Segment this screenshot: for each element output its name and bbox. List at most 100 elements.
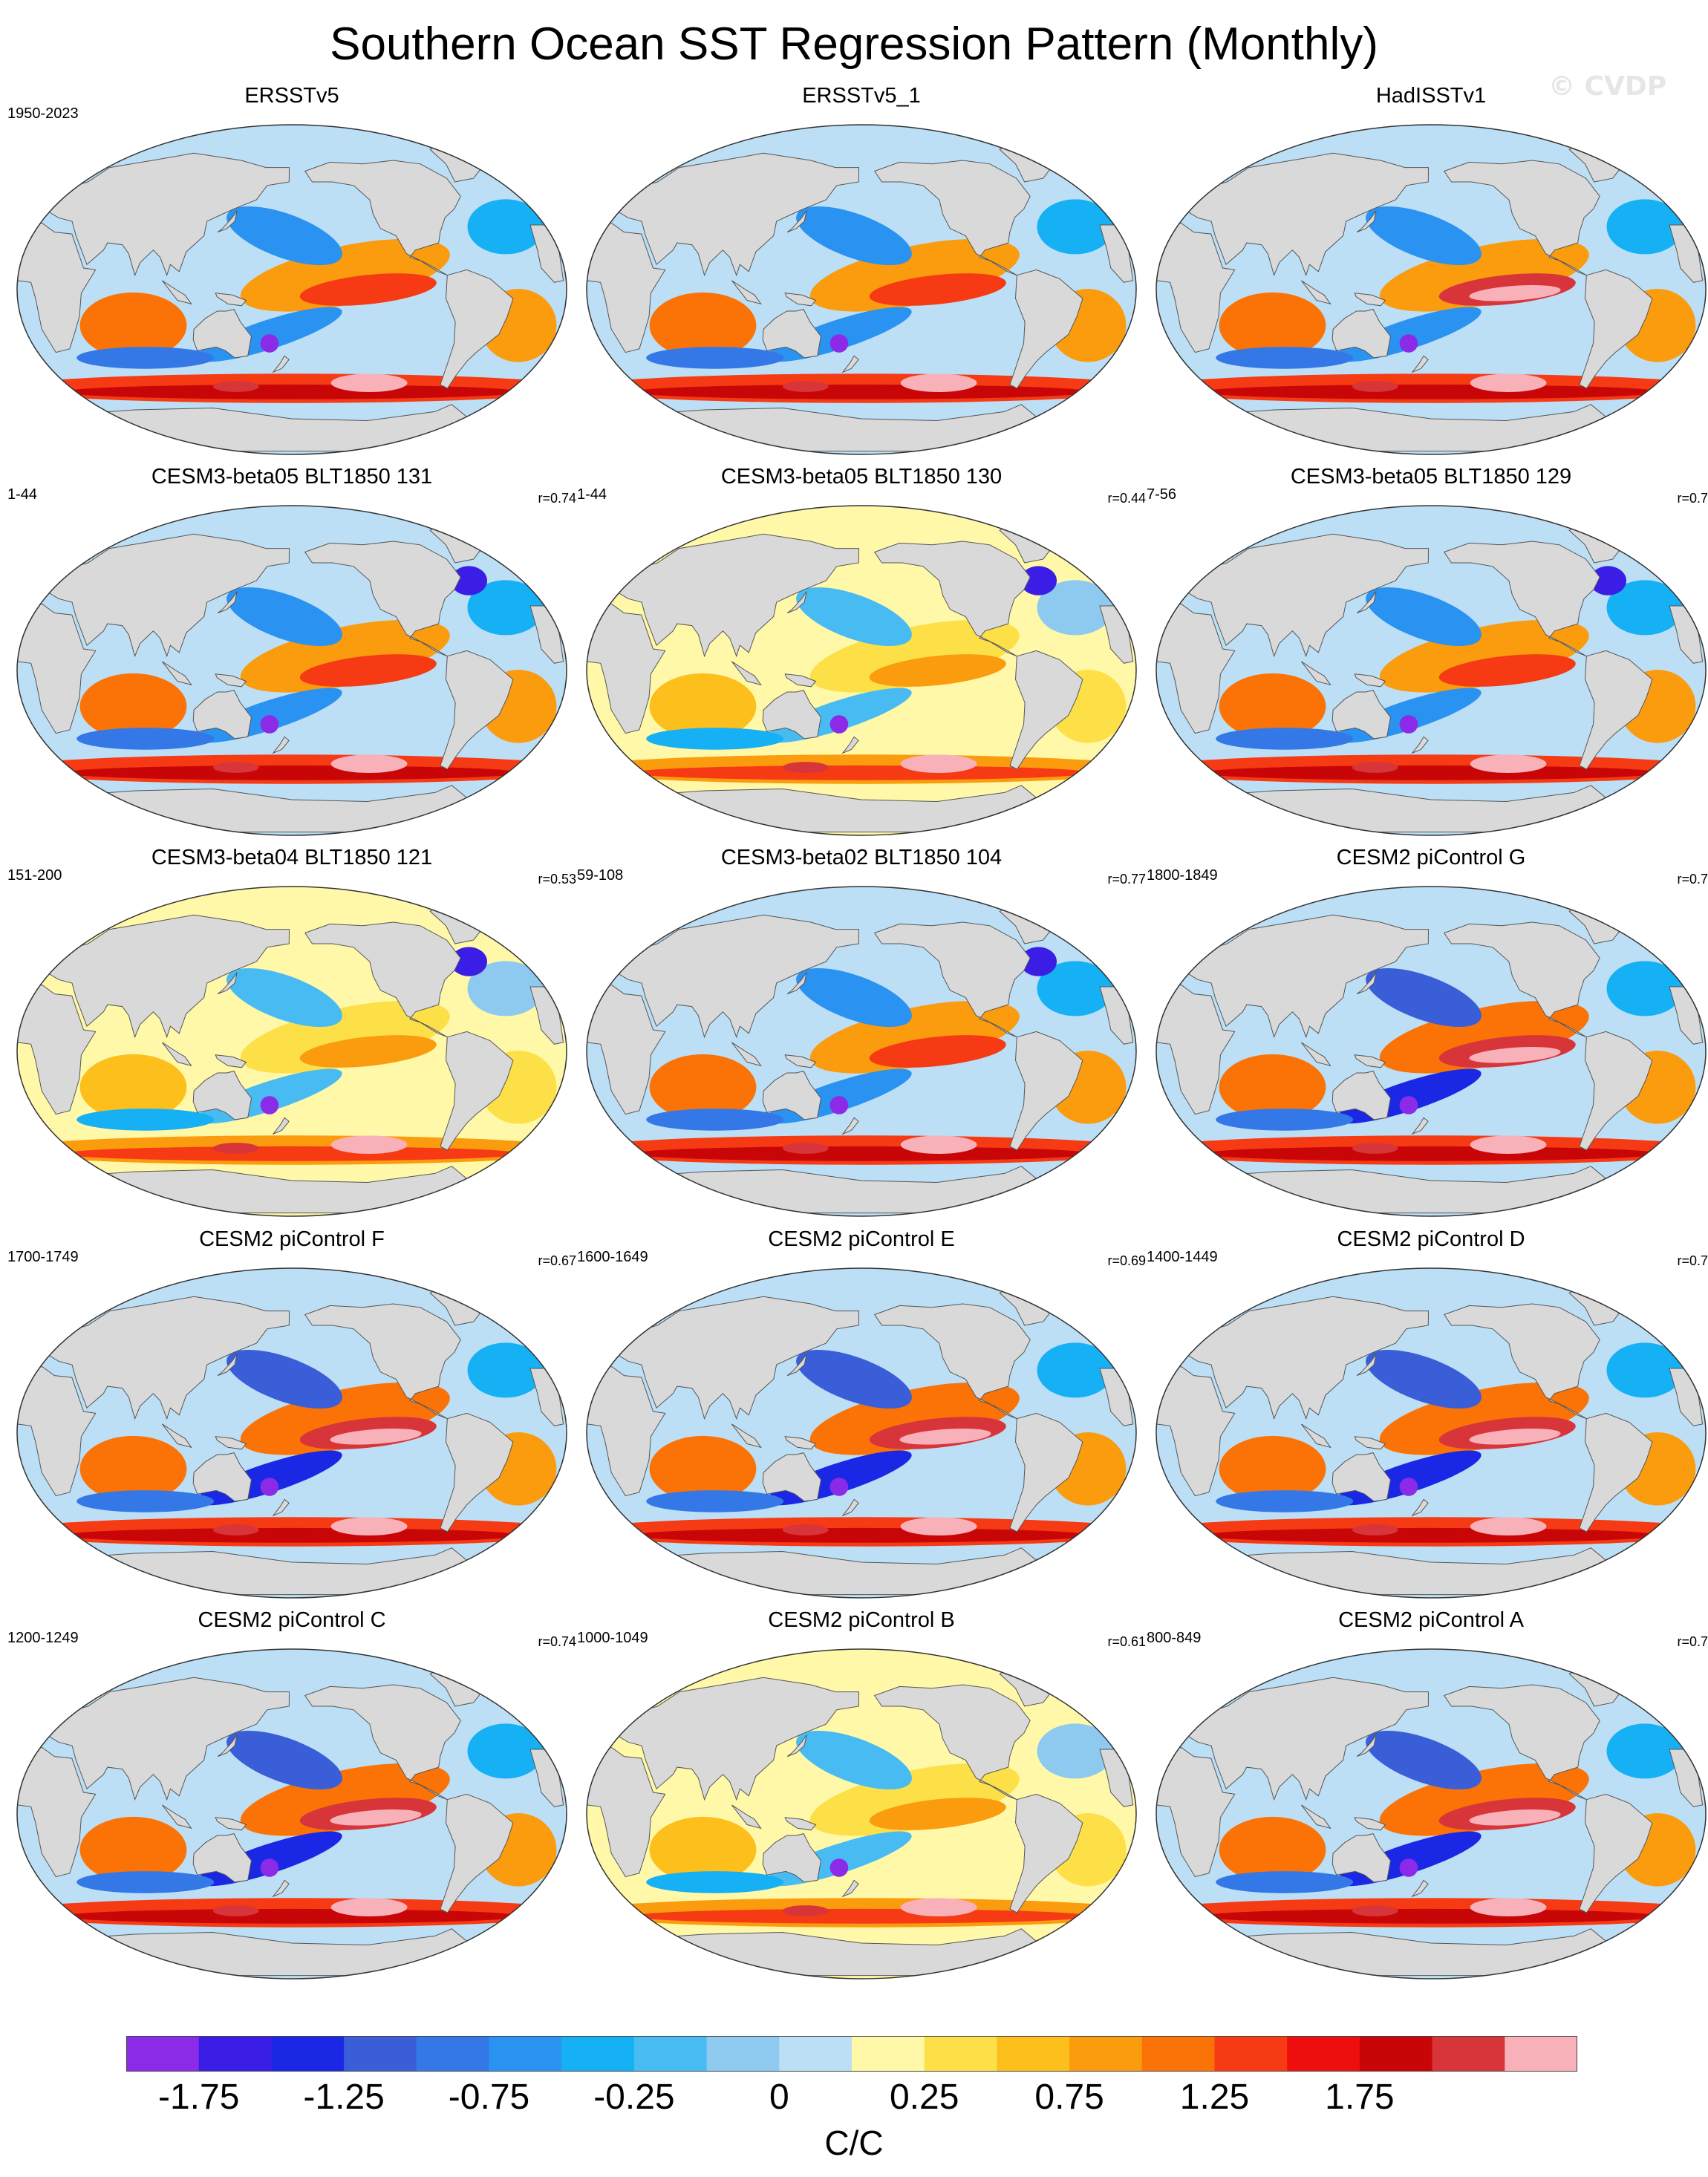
sst-anomaly-region	[829, 1858, 849, 1877]
map-outline	[586, 1648, 1137, 1979]
sst-regression-map	[16, 124, 567, 455]
panel-pattern-correlation: r=0.44	[1107, 491, 1146, 506]
sst-anomaly-region	[1470, 1517, 1547, 1535]
map-outline	[16, 1648, 567, 1979]
sst-anomaly-region	[79, 673, 187, 740]
land-mass	[1170, 533, 1430, 658]
land-mass	[272, 1498, 290, 1517]
colorbar-swatch	[1359, 2036, 1433, 2072]
sst-anomaly-region	[796, 1349, 912, 1409]
sst-anomaly-region	[467, 1723, 544, 1779]
land-mass	[587, 604, 666, 734]
sst-anomaly-region	[1020, 566, 1057, 595]
sst-anomaly-region	[260, 334, 279, 353]
map-outline	[1155, 886, 1707, 1217]
land-mass	[731, 661, 762, 686]
colorbar-tick-label: 1.75	[1325, 2078, 1395, 2117]
map-outline	[586, 124, 1137, 455]
sst-anomaly-region	[1606, 1342, 1683, 1398]
land-mass	[784, 1817, 817, 1831]
colorbar-swatch	[271, 2036, 345, 2072]
sst-anomaly-region	[226, 1349, 342, 1409]
map-outline	[1155, 1267, 1707, 1599]
sst-anomaly-region	[1589, 566, 1626, 595]
sst-anomaly-region	[1366, 1730, 1482, 1790]
colorbar-swatch	[1141, 2036, 1215, 2072]
colorbar-swatch	[1432, 2036, 1505, 2072]
panel-years: 1400-1449	[1147, 1249, 1218, 1265]
land-mass	[1009, 650, 1083, 770]
land-mass	[1156, 985, 1236, 1115]
land-mass	[731, 280, 762, 305]
map-outline	[1155, 1648, 1707, 1979]
land-mass	[1009, 1793, 1083, 1913]
sst-anomaly-region	[1037, 199, 1114, 255]
map-panel: ERSSTv5_1	[577, 83, 1146, 462]
land-mass	[192, 1452, 252, 1502]
sst-anomaly-region	[1352, 381, 1398, 392]
sst-anomaly-region	[1606, 961, 1683, 1016]
sst-anomaly-region	[79, 1816, 187, 1883]
sst-anomaly-region	[646, 728, 784, 750]
sst-anomaly-region	[632, 765, 1091, 780]
sst-anomaly-region	[62, 384, 521, 399]
sst-anomaly-region	[1219, 292, 1326, 359]
sst-anomaly-region	[1469, 1429, 1561, 1445]
land-mass	[31, 914, 290, 1039]
land-mass	[587, 223, 666, 353]
sst-anomaly-region	[1399, 1858, 1418, 1877]
map-panel: CESM3-beta05 BLT1850 131 1-44 r=0.74	[7, 464, 576, 843]
sst-anomaly-region	[1438, 654, 1576, 687]
panel-pattern-correlation: r=0.69	[1107, 1253, 1146, 1268]
sst-anomaly-region	[1379, 619, 1589, 693]
colorbar-tick-label: 1.25	[1179, 2078, 1250, 2117]
map-panel: CESM2 piControl C 1200-1249 r=0.74	[7, 1608, 576, 1986]
land-mass	[1443, 541, 1600, 657]
land-mass	[786, 1734, 807, 1757]
map-outline	[586, 505, 1137, 836]
sst-anomaly-region	[809, 619, 1020, 693]
panel-title: CESM2 piControl G	[1336, 846, 1526, 869]
land-mass	[304, 160, 461, 276]
sst-anomaly-region	[869, 1035, 1006, 1068]
sst-anomaly-region	[1379, 1763, 1589, 1836]
sst-anomaly-region	[467, 580, 544, 636]
land-mass	[1170, 914, 1430, 1039]
land-mass	[762, 1071, 822, 1120]
land-mass	[1331, 690, 1392, 740]
sst-anomaly-region	[1366, 587, 1482, 647]
colorbar-swatch	[126, 2036, 200, 2072]
sst-anomaly-region	[260, 1478, 279, 1496]
sst-anomaly-region	[330, 1429, 422, 1445]
sst-anomaly-region	[649, 292, 757, 359]
colorbar-tick-label: -0.25	[593, 2078, 675, 2117]
sst-anomaly-region	[900, 1135, 977, 1154]
panel-years: 1-44	[7, 486, 38, 503]
land-mass	[1443, 160, 1600, 276]
sst-anomaly-region	[330, 754, 408, 773]
sst-anomaly-region	[796, 967, 912, 1028]
panel-pattern-correlation: r=0.72	[1677, 491, 1708, 506]
land-mass	[873, 1303, 1031, 1420]
land-mass	[1301, 280, 1331, 305]
sst-anomaly-region	[1469, 285, 1561, 301]
sst-anomaly-region	[1202, 765, 1660, 780]
land-mass	[17, 604, 97, 734]
sst-anomaly-region	[1037, 1342, 1114, 1398]
sst-anomaly-region	[649, 1054, 757, 1120]
sst-anomaly-region	[809, 1000, 1020, 1074]
land-mass	[1331, 309, 1392, 359]
sst-anomaly-region	[1352, 1524, 1398, 1535]
land-mass	[1579, 1412, 1653, 1533]
map-outline	[1155, 505, 1707, 836]
land-mass	[1356, 591, 1377, 614]
land-mass	[601, 533, 860, 658]
panel-years: 1-44	[577, 486, 607, 503]
colorbar-tick-label: 0.25	[889, 2078, 959, 2117]
land-mass	[162, 280, 192, 305]
land-mass	[215, 1817, 247, 1831]
panel-title: CESM2 piControl C	[198, 1608, 386, 1632]
sst-anomaly-region	[900, 1517, 977, 1535]
sst-anomaly-region	[213, 1905, 259, 1916]
panel-title: CESM3-beta02 BLT1850 104	[720, 846, 1003, 869]
